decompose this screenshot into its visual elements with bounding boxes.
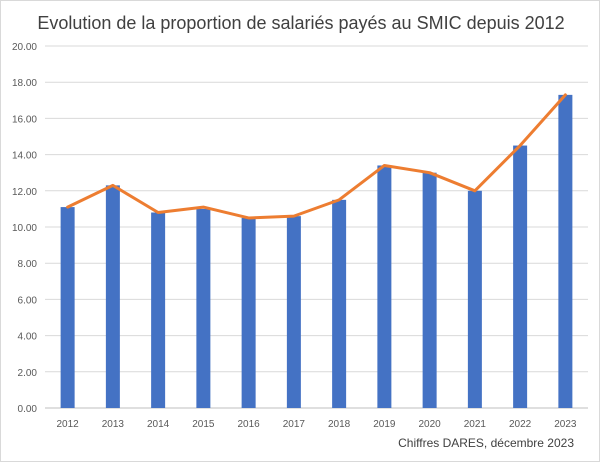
y-tick-label: 8.00 bbox=[18, 259, 38, 270]
line-point-2015 bbox=[202, 206, 204, 208]
line-point-2012 bbox=[67, 206, 69, 208]
bar-2022 bbox=[513, 145, 528, 409]
bar-2019 bbox=[377, 165, 392, 408]
line-point-2017 bbox=[293, 215, 295, 217]
x-tick-label: 2018 bbox=[328, 419, 351, 430]
bar-2021 bbox=[467, 190, 482, 408]
bar-2012 bbox=[60, 207, 75, 408]
chart-title: Evolution de la proportion de salariés p… bbox=[37, 13, 564, 33]
bar-2015 bbox=[196, 208, 211, 408]
source-annotation: Chiffres DARES, décembre 2023 bbox=[398, 436, 574, 450]
bar-2013 bbox=[105, 185, 120, 408]
y-tick-label: 16.00 bbox=[12, 114, 37, 125]
line-point-2013 bbox=[112, 184, 114, 186]
bar-2023 bbox=[558, 94, 573, 409]
bar-2020 bbox=[422, 172, 437, 408]
y-tick-label: 12.00 bbox=[12, 187, 37, 198]
line-point-2023 bbox=[564, 94, 566, 96]
y-tick-label: 0.00 bbox=[18, 404, 38, 415]
x-tick-label: 2023 bbox=[554, 419, 577, 430]
line-point-2020 bbox=[429, 172, 431, 174]
line-point-2018 bbox=[338, 199, 340, 201]
line-point-2021 bbox=[474, 190, 476, 192]
line-point-2014 bbox=[157, 212, 159, 214]
x-tick-label: 2017 bbox=[283, 419, 306, 430]
x-tick-label: 2019 bbox=[373, 419, 396, 430]
x-tick-label: 2014 bbox=[147, 419, 170, 430]
bar-2018 bbox=[332, 199, 347, 408]
bar-2017 bbox=[286, 216, 301, 408]
y-tick-label: 6.00 bbox=[18, 295, 38, 306]
bar-2014 bbox=[151, 212, 166, 408]
y-tick-label: 10.00 bbox=[12, 223, 37, 234]
x-tick-label: 2012 bbox=[57, 419, 80, 430]
y-tick-label: 18.00 bbox=[12, 78, 37, 89]
x-tick-label: 2013 bbox=[102, 419, 125, 430]
line-point-2022 bbox=[519, 145, 521, 147]
bar-2016 bbox=[241, 217, 256, 408]
y-tick-label: 4.00 bbox=[18, 332, 38, 343]
x-tick-label: 2020 bbox=[419, 419, 442, 430]
y-tick-label: 14.00 bbox=[12, 151, 37, 162]
line-series bbox=[66, 93, 567, 220]
line-point-2016 bbox=[248, 217, 250, 219]
x-tick-label: 2015 bbox=[192, 419, 215, 430]
y-tick-label: 20.00 bbox=[12, 42, 37, 53]
y-tick-label: 2.00 bbox=[18, 368, 38, 379]
x-tick-label: 2016 bbox=[238, 419, 261, 430]
x-tick-label: 2022 bbox=[509, 419, 532, 430]
x-tick-label: 2021 bbox=[464, 419, 487, 430]
line-point-2019 bbox=[383, 164, 385, 166]
